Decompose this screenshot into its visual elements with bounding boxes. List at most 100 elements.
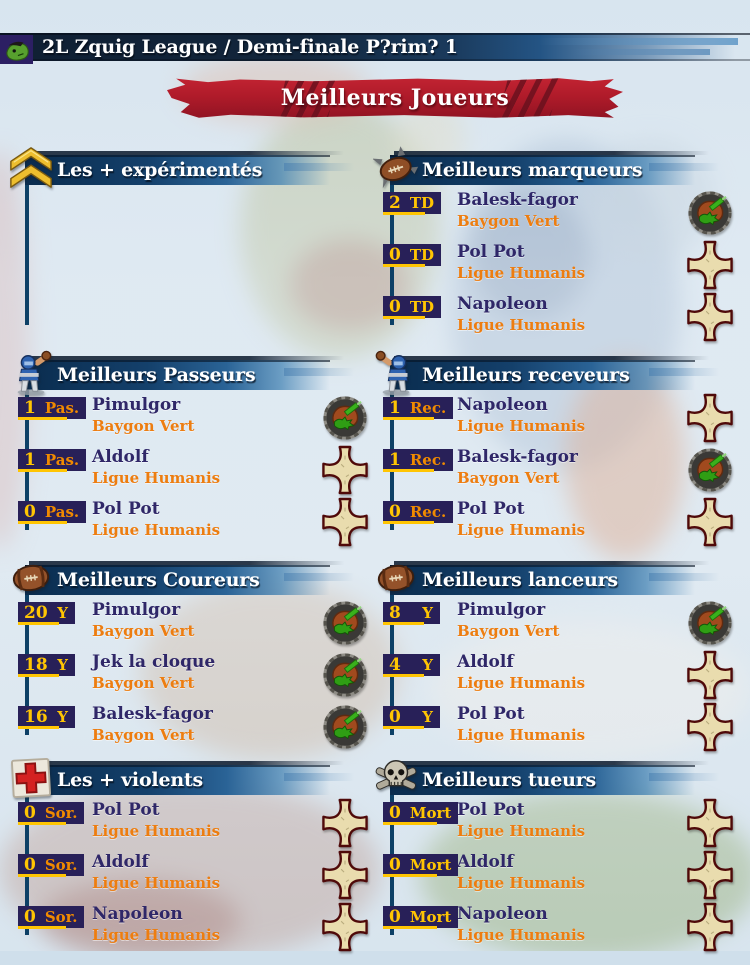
football-icon xyxy=(8,555,54,601)
player-entry[interactable]: 1 Rec. Balesk-fagor Baygon Vert xyxy=(373,447,735,501)
player-entry[interactable]: 0 Y Pol Pot Ligue Humanis xyxy=(373,706,735,758)
player-entry[interactable]: 0 TD Pol Pot Ligue Humanis xyxy=(373,244,735,296)
panel-entries: 0 Mort Pol Pot Ligue Humanis 0 Mort Aldo… xyxy=(373,802,735,958)
thrower-icon xyxy=(8,350,54,396)
player-name: Jek la cloque xyxy=(92,652,216,672)
stat-badge: 1 Rec. xyxy=(383,397,454,420)
player-name: Pimulgor xyxy=(92,600,181,620)
panel-scorers: Meilleurs marqueurs 2 TD Balesk-fagor Ba… xyxy=(373,155,735,355)
player-name: Aldolf xyxy=(92,447,149,467)
team-logo-ligue-humanis xyxy=(687,650,733,700)
stat-value: 4 xyxy=(389,655,401,675)
team-name: Ligue Humanis xyxy=(92,469,221,487)
player-entry[interactable]: 0 Rec. Pol Pot Ligue Humanis xyxy=(373,501,735,553)
stat-value: 0 xyxy=(24,855,36,875)
stat-value: 0 xyxy=(24,907,36,927)
panel-title: Meilleurs Coureurs xyxy=(57,569,260,591)
player-entry[interactable]: 18 Y Jek la cloque Baygon Vert xyxy=(8,652,370,706)
team-logo-baygon-vert xyxy=(322,650,368,700)
player-entry[interactable]: 16 Y Balesk-fagor Baygon Vert xyxy=(8,704,370,758)
team-name: Ligue Humanis xyxy=(92,926,221,944)
stat-unit: Sor. xyxy=(44,856,78,874)
player-entry[interactable]: 0 Pas. Pol Pot Ligue Humanis xyxy=(8,501,370,553)
player-entry[interactable]: 0 Sor. Napoleon Ligue Humanis xyxy=(8,906,370,958)
player-entry[interactable]: 4 Y Aldolf Ligue Humanis xyxy=(373,654,735,706)
player-name: Pol Pot xyxy=(457,800,525,820)
panel-title: Meilleurs tueurs xyxy=(422,769,596,791)
panel-title: Meilleurs lanceurs xyxy=(422,569,618,591)
stat-badge: 0 Mort xyxy=(383,906,459,929)
player-entry[interactable]: 2 TD Balesk-fagor Baygon Vert xyxy=(373,190,735,244)
league-title-bar xyxy=(0,33,750,61)
team-name: Baygon Vert xyxy=(92,622,195,640)
player-name: Aldolf xyxy=(457,852,514,872)
panel-connector-line xyxy=(25,183,29,325)
player-entry[interactable]: 1 Rec. Napoleon Ligue Humanis xyxy=(373,397,735,449)
player-info: Balesk-fagor Baygon Vert xyxy=(457,190,578,230)
player-name: Napoleon xyxy=(457,904,548,924)
banner-title: Meilleurs Joueurs xyxy=(280,85,510,111)
player-entry[interactable]: 0 Sor. Pol Pot Ligue Humanis xyxy=(8,802,370,854)
stat-value: 8 xyxy=(389,603,401,623)
player-info: Napoleon Ligue Humanis xyxy=(457,904,585,944)
stat-unit: Y xyxy=(422,604,433,622)
stat-unit: Y xyxy=(57,708,68,726)
player-info: Jek la cloque Baygon Vert xyxy=(92,652,215,692)
team-logo-ligue-humanis xyxy=(687,240,733,290)
stat-unit: Pas. xyxy=(44,503,80,521)
stat-badge: 8 Y xyxy=(383,602,440,625)
stat-value: 0 xyxy=(389,707,401,727)
player-entry[interactable]: 0 Mort Aldolf Ligue Humanis xyxy=(373,854,735,906)
stat-badge: 16 Y xyxy=(18,706,75,729)
panel-header: Meilleurs lanceurs xyxy=(390,561,719,595)
player-entry[interactable]: 0 Sor. Aldolf Ligue Humanis xyxy=(8,854,370,906)
team-name: Ligue Humanis xyxy=(92,521,221,539)
stat-value: 0 xyxy=(389,245,401,265)
stat-unit: Pas. xyxy=(44,451,80,469)
stat-value: 0 xyxy=(24,803,36,823)
player-info: Pimulgor Baygon Vert xyxy=(457,600,559,640)
player-info: Napoleon Ligue Humanis xyxy=(457,294,585,334)
stat-value: 18 xyxy=(24,655,48,675)
player-entry[interactable]: 0 TD Napoleon Ligue Humanis xyxy=(373,296,735,348)
panel-passers: Meilleurs Passeurs 1 Pas. Pimulgor Baygo… xyxy=(8,360,370,560)
player-info: Aldolf Ligue Humanis xyxy=(457,652,585,692)
team-logo-ligue-humanis xyxy=(322,445,368,495)
panel-killers: Meilleurs tueurs 0 Mort Pol Pot Ligue Hu… xyxy=(373,765,735,965)
team-logo-ligue-humanis xyxy=(687,702,733,752)
player-info: Pol Pot Ligue Humanis xyxy=(457,704,585,744)
player-name: Pol Pot xyxy=(92,800,160,820)
player-entry[interactable]: 20 Y Pimulgor Baygon Vert xyxy=(8,600,370,654)
player-entry[interactable]: 1 Pas. Aldolf Ligue Humanis xyxy=(8,449,370,501)
stat-badge: 1 Pas. xyxy=(18,397,87,420)
panel-header: Meilleurs tueurs xyxy=(390,761,719,795)
team-logo-ligue-humanis xyxy=(687,393,733,443)
player-entry[interactable]: 0 Mort Napoleon Ligue Humanis xyxy=(373,906,735,958)
skull-icon xyxy=(373,755,419,801)
stat-unit: TD xyxy=(409,246,435,264)
player-name: Balesk-fagor xyxy=(457,190,578,210)
player-name: Napoleon xyxy=(457,294,548,314)
panel-header: Meilleurs Coureurs xyxy=(25,561,354,595)
league-crest xyxy=(0,35,33,64)
panel-header: Les + expérimentés xyxy=(25,151,354,185)
stat-unit: Rec. xyxy=(409,451,447,469)
player-info: Napoleon Ligue Humanis xyxy=(92,904,220,944)
stat-unit: TD xyxy=(409,194,435,212)
player-entry[interactable]: 1 Pas. Pimulgor Baygon Vert xyxy=(8,395,370,449)
stat-unit: Mort xyxy=(409,856,452,874)
player-name: Balesk-fagor xyxy=(92,704,213,724)
team-logo-baygon-vert xyxy=(322,598,368,648)
team-logo-ligue-humanis xyxy=(322,902,368,952)
player-name: Pimulgor xyxy=(92,395,181,415)
player-name: Napoleon xyxy=(92,904,183,924)
team-logo-baygon-vert xyxy=(322,393,368,443)
panel-title: Les + expérimentés xyxy=(57,159,263,181)
stat-value: 0 xyxy=(389,803,401,823)
player-info: Pimulgor Baygon Vert xyxy=(92,395,194,435)
player-entry[interactable]: 0 Mort Pol Pot Ligue Humanis xyxy=(373,802,735,854)
team-name: Ligue Humanis xyxy=(457,874,586,892)
player-entry[interactable]: 8 Y Pimulgor Baygon Vert xyxy=(373,600,735,654)
stat-badge: 2 TD xyxy=(383,192,442,215)
stat-value: 20 xyxy=(24,603,48,623)
